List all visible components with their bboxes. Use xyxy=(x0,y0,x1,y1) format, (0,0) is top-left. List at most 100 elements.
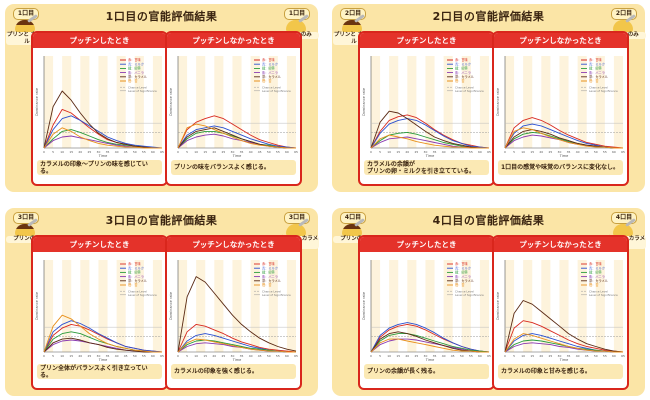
x-axis-label: Time xyxy=(98,154,108,158)
x-tick-label: 60 xyxy=(612,150,616,154)
legend-label: 赤：甘味 xyxy=(262,57,276,62)
x-tick-label: 40 xyxy=(442,354,446,358)
card-heading: プッチンしなかったとき xyxy=(519,240,602,249)
x-tick-label: 65 xyxy=(487,150,491,154)
line-chart: 0 5 10 15 20 25 30 35 40 45 50 55 60 65 Time Dominance … xyxy=(35,260,164,362)
chart-card: プッチンしたとき 0 5 10 15 20 25 30 35 40 45 50 55 60 65 Time Do… xyxy=(31,31,168,186)
pudding-icon xyxy=(15,20,35,32)
legend-label: 橙：苦 xyxy=(262,282,272,287)
bg-stripe xyxy=(425,260,435,352)
x-tick-label: 20 xyxy=(78,150,82,154)
x-tick-label: 10 xyxy=(60,354,64,358)
x-tick-label: 10 xyxy=(60,150,64,154)
legend-label: Level of Significance xyxy=(262,89,291,93)
bg-stripe xyxy=(286,260,296,352)
legend-label: Chance Level xyxy=(128,289,147,293)
x-tick-label: 45 xyxy=(124,354,128,358)
bg-stripe xyxy=(62,260,72,352)
line-chart: 0 5 10 15 20 25 30 35 40 45 50 55 60 65 Time Dominance … xyxy=(362,56,491,158)
x-tick-label: 50 xyxy=(267,354,271,358)
x-tick-label: 50 xyxy=(460,150,464,154)
bg-stripe xyxy=(613,56,623,148)
x-tick-label: 55 xyxy=(276,354,280,358)
panel-title: 2口目の官能評価結果 xyxy=(432,10,545,23)
y-axis-label: Dominance rate xyxy=(35,292,39,320)
legend-label: 橙：苦 xyxy=(589,78,599,83)
legend-label: 茶：カラメル xyxy=(589,278,609,283)
x-tick-label: 5 xyxy=(513,354,515,358)
x-tick-label: 0 xyxy=(504,354,506,358)
series-line xyxy=(370,118,490,149)
legend-label: 紫：バニラ xyxy=(128,70,144,75)
x-tick-label: 35 xyxy=(106,354,110,358)
legend-label: 茶：カラメル xyxy=(455,74,475,79)
card-header-bar xyxy=(360,33,493,48)
x-tick-label: 40 xyxy=(249,150,253,154)
x-tick-label: 5 xyxy=(379,150,381,154)
pudding-icon xyxy=(15,224,35,236)
legend-label: 青：ミルク xyxy=(262,265,278,270)
bg-stripe xyxy=(371,56,381,148)
legend-label: 青：ミルク xyxy=(262,61,278,66)
bg-stripe xyxy=(134,260,144,352)
card-heading: プッチンしたとき xyxy=(396,240,457,249)
panel-title: 3口目の官能評価結果 xyxy=(105,214,218,227)
bg-stripe xyxy=(80,260,90,352)
legend-label: 青：ミルク xyxy=(455,265,471,270)
x-tick-label: 0 xyxy=(43,354,45,358)
bg-stripe xyxy=(268,56,278,148)
x-tick-label: 0 xyxy=(177,150,179,154)
legend-label: Chance Level xyxy=(589,85,608,89)
bg-stripe xyxy=(178,260,188,352)
legend-label: 紫：バニラ xyxy=(455,70,471,75)
series-line xyxy=(370,110,489,149)
x-tick-label: 30 xyxy=(231,150,235,154)
legend-label: 青：ミルク xyxy=(128,61,144,66)
series-line xyxy=(177,125,297,149)
x-tick-label: 65 xyxy=(294,150,298,154)
bg-stripe xyxy=(268,260,278,352)
x-tick-label: 55 xyxy=(142,354,146,358)
card-heading: プッチンしたとき xyxy=(69,36,130,45)
x-tick-label: 10 xyxy=(521,354,525,358)
x-tick-label: 40 xyxy=(442,150,446,154)
legend-label: Chance Level xyxy=(455,289,474,293)
x-tick-label: 50 xyxy=(460,354,464,358)
series-line xyxy=(43,314,162,353)
legend-label: 茶：カラメル xyxy=(128,74,148,79)
series-line xyxy=(370,114,490,149)
bg-stripe xyxy=(134,56,144,148)
x-tick-label: 65 xyxy=(294,354,298,358)
x-tick-label: 10 xyxy=(194,354,198,358)
pudding-icon xyxy=(286,20,306,32)
x-tick-label: 45 xyxy=(258,354,262,358)
x-tick-label: 0 xyxy=(504,150,506,154)
card-heading: プッチンしなかったとき xyxy=(192,36,275,45)
bg-stripe xyxy=(443,260,453,352)
bg-stripe xyxy=(461,56,471,148)
series-line xyxy=(43,90,162,149)
bg-stripe xyxy=(577,260,587,352)
x-tick-label: 30 xyxy=(424,354,428,358)
chart-note: プリンの味をバランスよく感じる。 xyxy=(171,160,296,175)
x-tick-label: 45 xyxy=(451,354,455,358)
legend-label: 青：ミルク xyxy=(128,265,144,270)
card-header-bar xyxy=(167,33,300,48)
legend-label: Level of Significance xyxy=(589,293,618,297)
bg-stripe xyxy=(613,260,623,352)
bg-stripe xyxy=(44,260,54,352)
y-axis-label: Dominance rate xyxy=(496,292,500,320)
x-tick-label: 40 xyxy=(115,354,119,358)
legend-label: Chance Level xyxy=(589,289,608,293)
x-tick-label: 55 xyxy=(469,354,473,358)
x-tick-label: 25 xyxy=(87,354,91,358)
legend-label: Chance Level xyxy=(262,289,281,293)
series-line xyxy=(370,134,489,149)
x-tick-label: 55 xyxy=(469,150,473,154)
x-tick-label: 20 xyxy=(405,354,409,358)
legend-label: 橙：苦 xyxy=(455,78,465,83)
x-tick-label: 0 xyxy=(177,354,179,358)
chart-card: プッチンしなかったとき 0 5 10 15 20 25 30 35 40 45 50 55 60 65 Tim… xyxy=(492,235,629,390)
x-tick-label: 60 xyxy=(151,150,155,154)
x-tick-label: 25 xyxy=(414,150,418,154)
